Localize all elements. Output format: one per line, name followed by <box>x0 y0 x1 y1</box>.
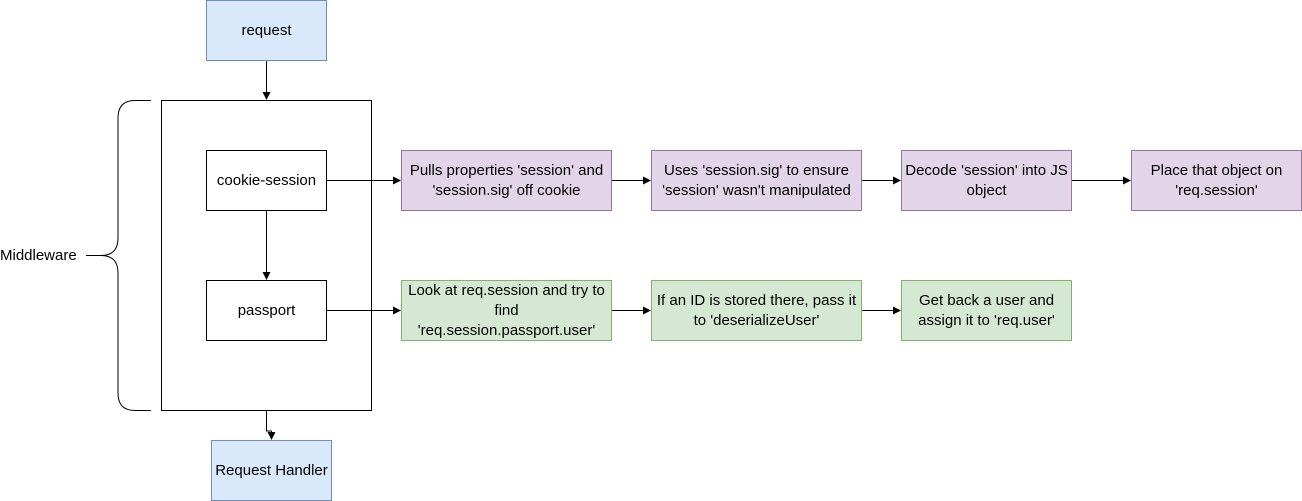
middleware-label: Middleware <box>0 247 77 264</box>
passport-node: passport <box>206 280 327 341</box>
cookie-step-2-label: Uses 'session.sig' to ensure 'session' w… <box>662 161 851 199</box>
passport-step-3-label: Get back a user and assign it to 'req.us… <box>918 291 1055 329</box>
cookie-step-4-label: Place that object on 'req.session' <box>1150 161 1283 199</box>
cookie-session-label: cookie-session <box>216 171 317 189</box>
middleware-brace <box>100 100 151 411</box>
cookie-step-3: Decode 'session' into JS object <box>901 150 1072 211</box>
passport-step-3: Get back a user and assign it to 'req.us… <box>901 280 1072 341</box>
passport-step-1: Look at req.session and try to find 'req… <box>401 280 612 341</box>
middleware-container <box>161 100 372 411</box>
cookie-step-1: Pulls properties 'session' and 'session.… <box>401 150 612 211</box>
arrow-middleware-to-handler <box>266 411 276 440</box>
cookie-step-2: Uses 'session.sig' to ensure 'session' w… <box>651 150 862 211</box>
request-label: request <box>241 21 292 39</box>
passport-step-1-label: Look at req.session and try to find 'req… <box>408 281 605 339</box>
request-handler-label: Request Handler <box>215 461 328 479</box>
passport-step-2: If an ID is stored there, pass it to 'de… <box>651 280 862 341</box>
passport-step-2-label: If an ID is stored there, pass it to 'de… <box>656 291 857 329</box>
request-node: request <box>206 0 327 61</box>
cookie-step-1-label: Pulls properties 'session' and 'session.… <box>409 161 604 199</box>
cookie-step-3-label: Decode 'session' into JS object <box>905 161 1068 199</box>
passport-label: passport <box>237 301 296 319</box>
cookie-step-4: Place that object on 'req.session' <box>1131 150 1302 211</box>
cookie-session-node: cookie-session <box>206 150 327 211</box>
request-handler-node: Request Handler <box>211 440 332 501</box>
